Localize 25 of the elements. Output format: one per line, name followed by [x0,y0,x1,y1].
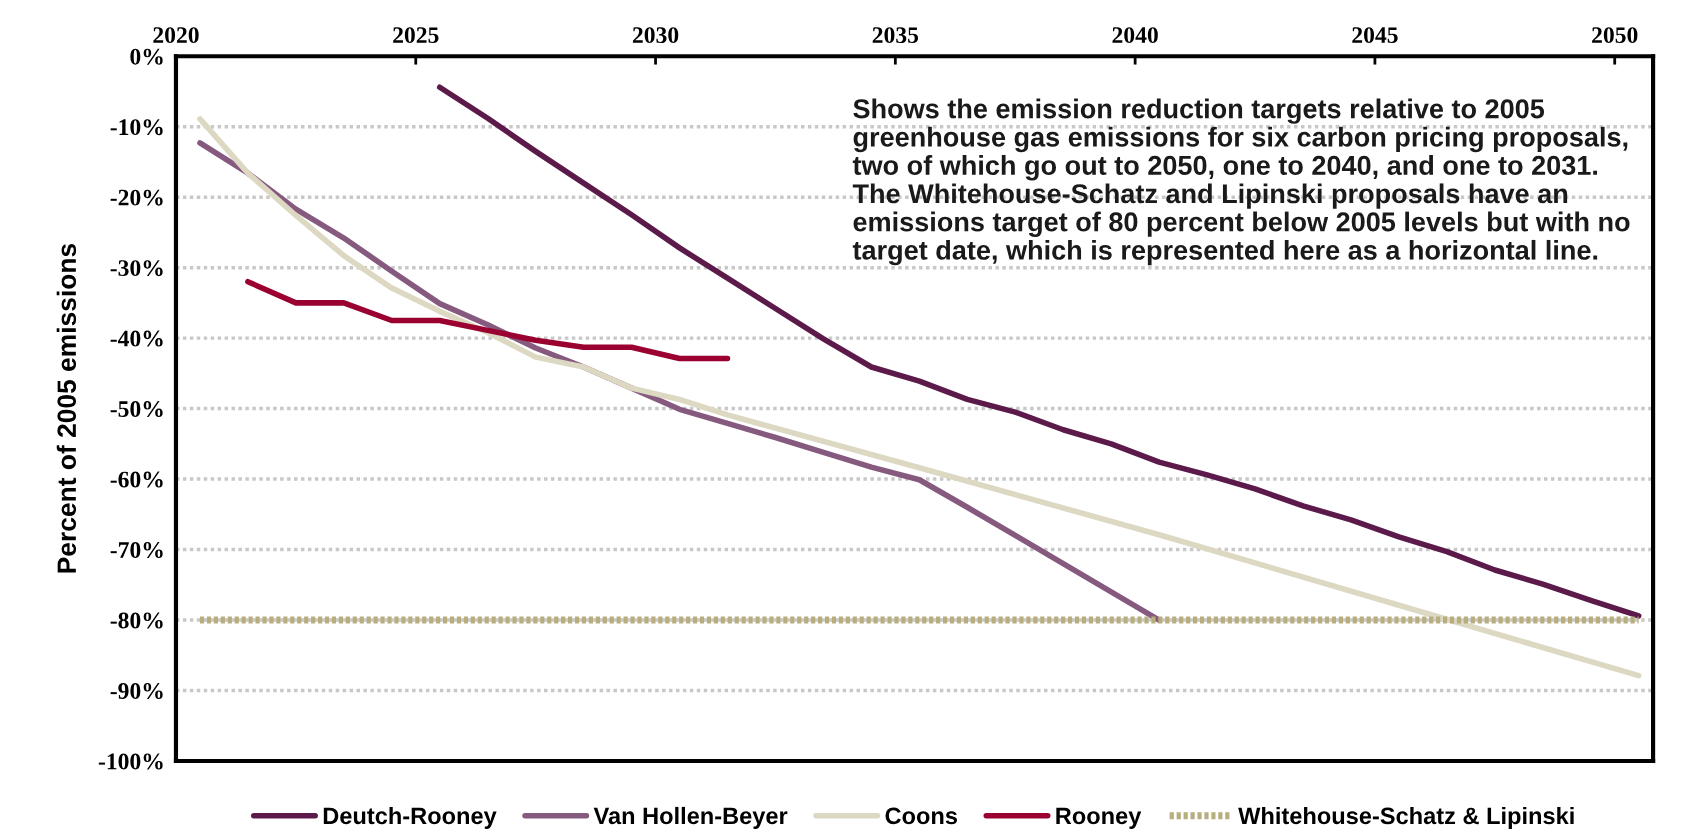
annotation: Shows the emission reduction targets relative to 2005 greenhouse gas emissions for six carbon pricing proposals, two of which go out to 2050, one to 2040, and one to 2031. The Whitehouse-Schatz and Lipinski proposals have an emissions target of 80 percent below 2005 levels but with no target date, which is represented here as a horizontal line. [852,98,1630,266]
x-tick-label: 2045 [1352,27,1398,44]
x-tick-label: 2025 [393,27,439,44]
y-tick-label: -30% [110,260,163,277]
y-tick-label: -60% [110,471,163,488]
legend-label: Rooney [1056,807,1142,829]
y-tick-label: -40% [110,330,163,347]
legend-label: Van Hollen-Beyer [593,806,788,829]
y-tick-label: -90% [110,682,163,699]
y-axis-title: Percent of 2005 emissions [56,243,77,573]
x-tick-label: 2020 [153,27,199,44]
x-tick-label: 2030 [632,27,679,44]
y-tick-label: -70% [110,542,163,559]
y-tick-label: -100% [98,753,163,770]
y-tick-label: -20% [110,189,163,206]
y-tick-label: -50% [110,401,163,418]
x-tick-label: 2035 [872,27,919,44]
x-tick-label: 2050 [1592,27,1638,44]
y-tick-label: 0% [130,48,163,65]
y-tick-label: -80% [110,612,163,629]
legend-label: Coons [885,807,957,825]
legend-label: Deutch-Rooney [323,806,497,829]
y-tick-label: -10% [110,119,163,136]
legend-label: Whitehouse-Schatz & Lipinski [1238,806,1574,829]
x-tick-label: 2040 [1112,27,1158,44]
